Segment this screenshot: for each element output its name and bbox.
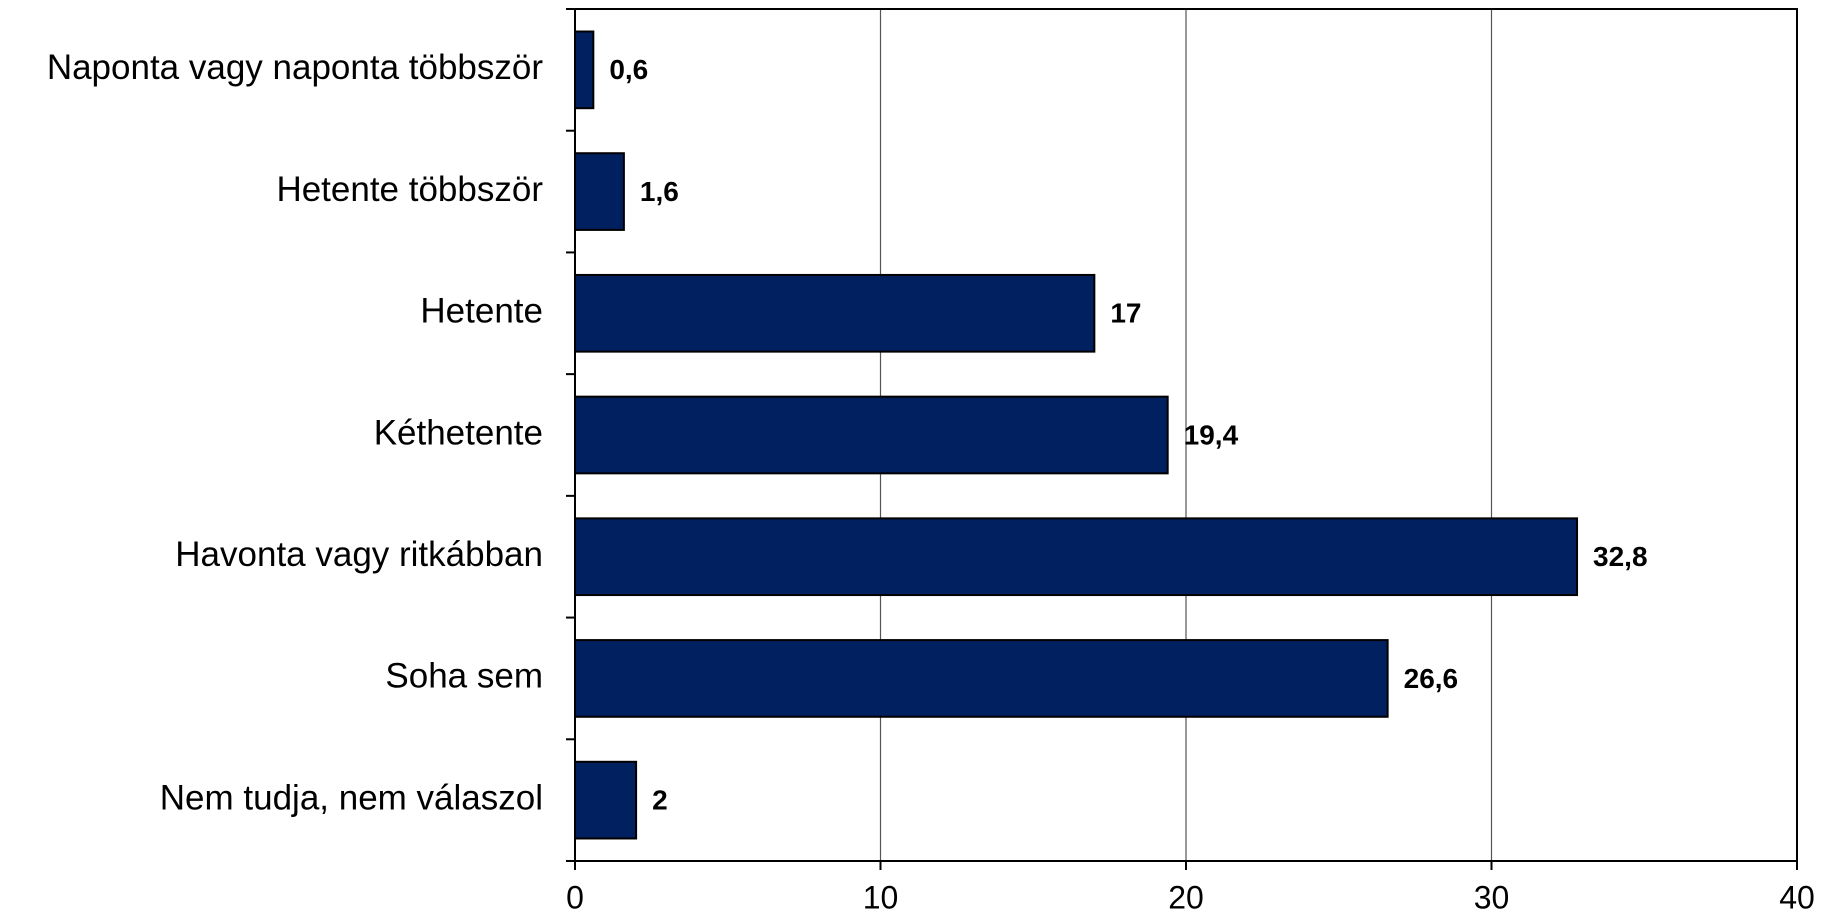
- x-tick-label: 10: [863, 879, 899, 913]
- y-tick-label: Kéthetente: [374, 413, 543, 452]
- bar: [574, 273, 1096, 353]
- data-label: 1,6: [640, 176, 679, 207]
- y-tick-label: Nem tudja, nem válaszol: [160, 778, 543, 817]
- bar: [574, 152, 625, 231]
- x-tick-label: 30: [1474, 879, 1510, 913]
- data-label: 17: [1110, 298, 1141, 329]
- data-label: 32,8: [1593, 541, 1648, 572]
- data-label: 19,4: [1184, 419, 1239, 450]
- y-tick-label: Naponta vagy naponta többször: [47, 48, 544, 87]
- bar: [574, 30, 595, 110]
- y-tick-label: Hetente: [420, 292, 543, 331]
- bar: [574, 639, 1389, 718]
- y-tick-label: Hetente többször: [276, 170, 543, 209]
- x-tick-label: 0: [566, 879, 584, 913]
- data-label: 0,6: [609, 54, 648, 85]
- y-tick-label: Soha sem: [385, 657, 543, 696]
- bar: [574, 395, 1169, 475]
- x-tick-label: 20: [1168, 879, 1204, 913]
- bar: [574, 760, 638, 840]
- x-tick-label: 40: [1779, 879, 1815, 913]
- y-tick-label: Havonta vagy ritkábban: [175, 535, 543, 574]
- data-label: 26,6: [1404, 663, 1459, 694]
- bar: [574, 517, 1579, 597]
- data-label: 2: [652, 785, 668, 816]
